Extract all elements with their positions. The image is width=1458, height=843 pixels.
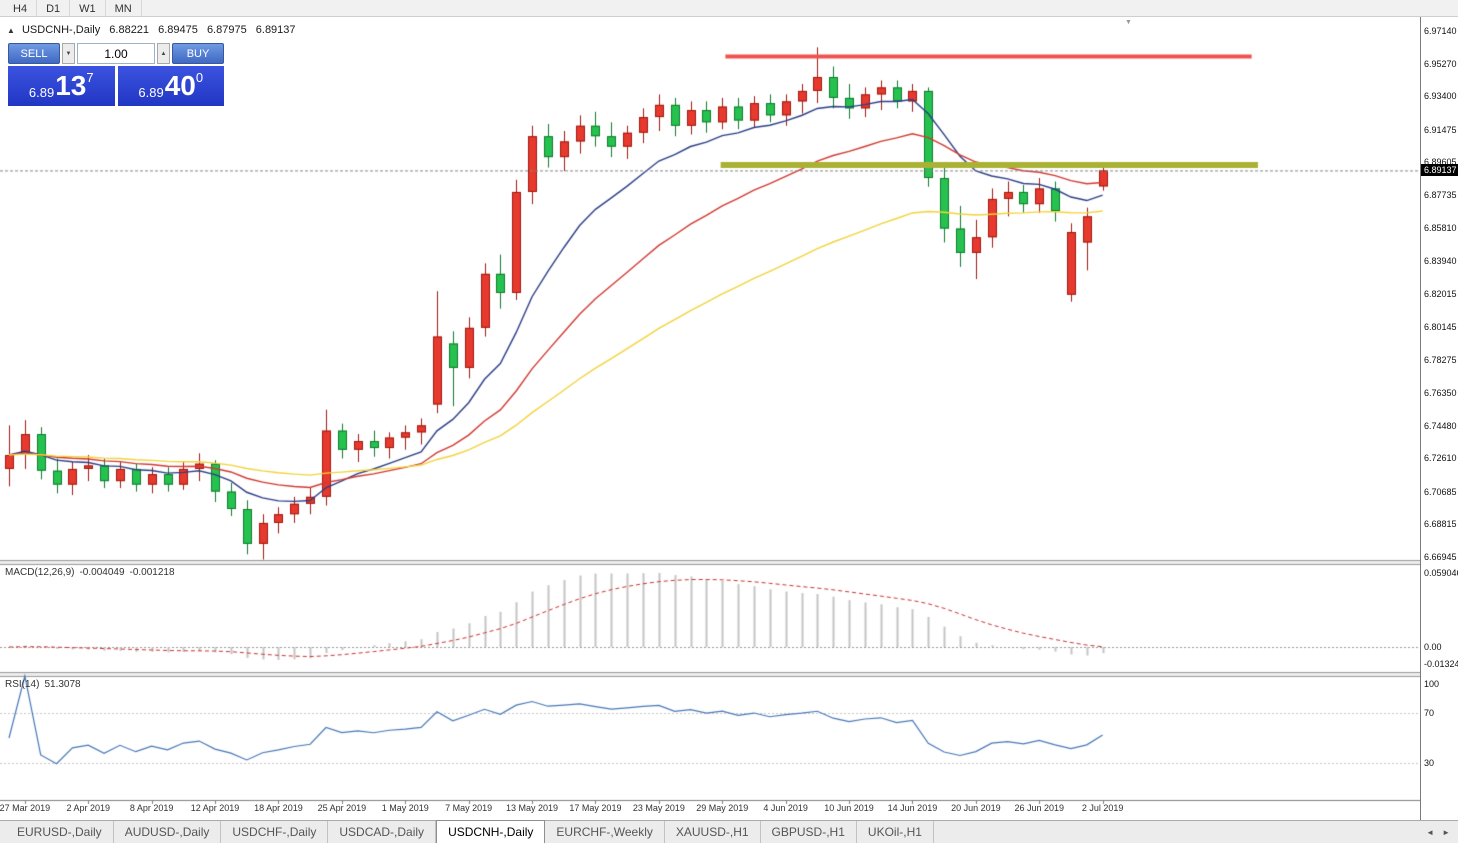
ohlc-open: 6.88221 <box>109 24 150 36</box>
rsi-name: RSI(14) <box>5 679 40 690</box>
volume-decrease-button[interactable]: ▼ <box>62 43 75 64</box>
symbol-title: USDCNH-,Daily <box>21 24 101 36</box>
timeframe-button-h4[interactable]: H4 <box>4 0 38 16</box>
rsi-indicator-label: RSI(14) 51.3078 <box>5 679 86 690</box>
tab-usdchf-daily[interactable]: USDCHF-,Daily <box>221 821 329 843</box>
tab-scroll-controls: ◄ ► <box>1418 821 1458 843</box>
rsi-axis-tick: 100 <box>1424 679 1440 689</box>
sell-price-prefix: 6.89 <box>28 85 55 100</box>
timeframe-button-w1[interactable]: W1 <box>70 0 106 16</box>
price-axis-tick: 6.93400 <box>1424 91 1457 102</box>
chart-tab-bar: EURUSD-,Daily AUDUSD-,Daily USDCHF-,Daily U… <box>0 820 1458 843</box>
buy-price-big: 40 <box>164 70 196 101</box>
macd-indicator-label: MACD(12,26,9) -0.004049 -0.001218 <box>5 567 180 578</box>
price-axis-tick: 6.89605 <box>1424 157 1457 168</box>
date-axis-label: 7 May 2019 <box>445 803 493 813</box>
sell-price-display[interactable]: 6.89 13 7 <box>8 66 115 106</box>
date-axis-label: 25 Apr 2019 <box>317 803 367 813</box>
date-axis-label: 1 May 2019 <box>381 803 429 813</box>
tabs-scroll-right-icon[interactable]: ► <box>1442 827 1450 837</box>
price-axis-tick: 6.76350 <box>1424 388 1457 399</box>
price-axis-tick: 6.85810 <box>1424 223 1457 234</box>
tab-ukoil-h1[interactable]: UKOil-,H1 <box>857 821 934 843</box>
macd-signal-value: -0.001218 <box>129 567 175 578</box>
price-axis-tick: 6.95270 <box>1424 58 1457 69</box>
current-price-label: 6.89137 <box>1421 164 1458 177</box>
tab-gbpusd-h1[interactable]: GBPUSD-,H1 <box>761 821 857 843</box>
ohlc-close: 6.89137 <box>255 24 296 36</box>
date-axis-label: 12 Apr 2019 <box>190 803 240 813</box>
one-click-panel-toggle-icon[interactable]: ▲ <box>7 26 15 35</box>
date-axis-label: 8 Apr 2019 <box>129 803 174 813</box>
tab-xauusd-h1[interactable]: XAUUSD-,H1 <box>665 821 761 843</box>
sell-price-big: 13 <box>55 70 87 101</box>
price-axis[interactable]: 6.97140 6.95270 6.93400 6.91475 6.89605 6.877… <box>1420 17 1458 820</box>
rsi-axis-tick: 70 <box>1424 708 1435 719</box>
price-axis-tick: 6.87735 <box>1424 189 1457 200</box>
price-axis-tick: 6.82015 <box>1424 289 1457 300</box>
one-click-trading-panel: SELL ▼ 1.00 ▲ BUY 6.89 13 7 6.89 40 0 <box>8 43 224 106</box>
date-axis[interactable]: 27 Mar 2019 2 Apr 2019 8 Apr 2019 12 Apr 20… <box>0 803 1420 819</box>
date-axis-label: 20 Jun 2019 <box>951 803 1001 813</box>
macd-axis-tick: -0.013246 <box>1424 658 1458 669</box>
price-axis-tick: 6.80145 <box>1424 322 1457 333</box>
tabs-scroll-left-icon[interactable]: ◄ <box>1426 827 1435 837</box>
buy-price-display[interactable]: 6.89 40 0 <box>117 66 224 106</box>
timeframe-toolbar: H4 D1 W1 MN <box>0 0 1458 17</box>
price-axis-tick: 6.97140 <box>1424 26 1457 36</box>
buy-price-sup: 0 <box>195 70 204 85</box>
date-axis-label: 26 Jun 2019 <box>1014 803 1065 813</box>
tab-usdcnh-daily[interactable]: USDCNH-,Daily <box>436 820 546 843</box>
volume-input[interactable]: 1.00 <box>77 43 155 64</box>
price-axis-tick: 6.68815 <box>1424 519 1457 530</box>
date-axis-label: 27 Mar 2019 <box>0 803 51 813</box>
date-axis-label: 23 May 2019 <box>632 803 685 813</box>
timeframe-button-mn[interactable]: MN <box>106 0 142 16</box>
sell-price-sup: 7 <box>86 70 94 85</box>
date-axis-label: 29 May 2019 <box>696 803 749 813</box>
rsi-value: 51.3078 <box>44 679 81 690</box>
tab-audusd-daily[interactable]: AUDUSD-,Daily <box>114 821 222 843</box>
sell-button[interactable]: SELL <box>8 43 60 64</box>
price-axis-tick: 6.72610 <box>1424 453 1457 464</box>
buy-price-prefix: 6.89 <box>138 85 164 100</box>
date-axis-label: 10 Jun 2019 <box>824 803 874 813</box>
date-axis-label: 14 Jun 2019 <box>887 803 938 813</box>
tab-usdcad-daily[interactable]: USDCAD-,Daily <box>328 821 437 843</box>
tab-eurchf-weekly[interactable]: EURCHF-,Weekly <box>545 821 665 843</box>
macd-axis-tick: 0.059046 <box>1424 568 1458 578</box>
price-axis-tick: 6.74480 <box>1424 420 1457 431</box>
price-axis-tick: 6.91475 <box>1424 124 1457 135</box>
price-axis-tick: 6.83940 <box>1424 255 1457 266</box>
macd-main-value: -0.004049 <box>79 567 125 578</box>
macd-name: MACD(12,26,9) <box>5 567 75 578</box>
macd-axis-tick: 0.00 <box>1424 642 1442 652</box>
symbol-info: ▲ USDCNH-,Daily 6.88221 6.89475 6.87975 … <box>7 24 296 36</box>
rsi-axis-tick: 30 <box>1424 757 1435 768</box>
date-axis-label: 18 Apr 2019 <box>254 803 303 813</box>
tab-eurusd-daily[interactable]: EURUSD-,Daily <box>6 821 114 843</box>
date-axis-label: 4 Jun 2019 <box>763 803 808 813</box>
volume-increase-button[interactable]: ▲ <box>157 43 170 64</box>
timeframe-button-d1[interactable]: D1 <box>37 0 71 16</box>
date-axis-label: 2 Apr 2019 <box>66 803 111 813</box>
price-axis-tick: 6.66945 <box>1424 552 1457 562</box>
buy-button[interactable]: BUY <box>172 43 224 64</box>
date-axis-label: 2 Jul 2019 <box>1081 803 1124 813</box>
ohlc-low: 6.87975 <box>206 24 247 36</box>
chart-canvas[interactable] <box>0 17 1420 820</box>
price-axis-tick: 6.78275 <box>1424 354 1457 365</box>
chart-shift-marker-icon[interactable]: ▼ <box>1125 19 1132 26</box>
date-axis-label: 17 May 2019 <box>569 803 622 813</box>
price-axis-tick: 6.70685 <box>1424 486 1457 497</box>
date-axis-label: 13 May 2019 <box>506 803 559 813</box>
ohlc-high: 6.89475 <box>158 24 198 36</box>
